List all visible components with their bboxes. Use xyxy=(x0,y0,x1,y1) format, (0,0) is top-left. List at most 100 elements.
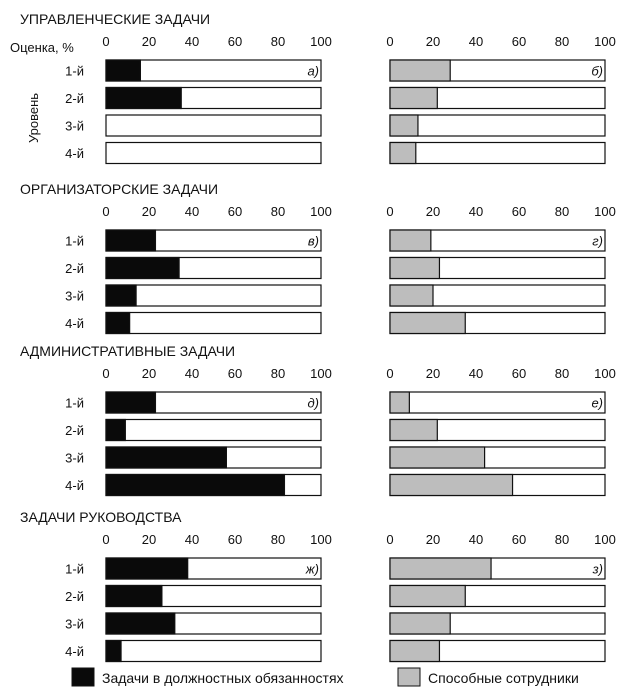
bar xyxy=(389,418,438,442)
x-tick-label: 20 xyxy=(142,204,156,219)
level-label: 1-й xyxy=(65,562,84,577)
bar xyxy=(105,86,182,110)
legend-duties-swatch xyxy=(71,667,95,687)
level-label: 2-й xyxy=(65,91,84,106)
legend: Задачи в должностных обязанностях Способ… xyxy=(71,667,579,687)
chart-section: УПРАВЛЕНЧЕСКИЕ ЗАДАЧИ 0 20 40 60 80 100 1-й 2-й 3… xyxy=(20,11,616,165)
panel-label: з) xyxy=(592,562,603,577)
bar xyxy=(105,584,163,608)
level-label: 4-й xyxy=(65,146,84,161)
bar-track xyxy=(105,311,322,335)
level-label: 4-й xyxy=(65,644,84,659)
legend-duties-label: Задачи в должностных обязанностях xyxy=(102,670,344,686)
x-tick-label: 100 xyxy=(310,204,332,219)
bar xyxy=(105,391,157,414)
section-title: ЗАДАЧИ РУКОВОДСТВА xyxy=(20,509,182,525)
bar xyxy=(105,473,286,497)
x-tick-label: 60 xyxy=(512,366,526,381)
x-tick-label: 100 xyxy=(310,532,332,547)
estimate-axis-label: Оценка, % xyxy=(10,40,74,55)
x-tick-label: 80 xyxy=(555,366,569,381)
x-tick-label: 20 xyxy=(426,366,440,381)
x-tick-label: 60 xyxy=(228,34,242,49)
x-tick-label: 0 xyxy=(102,204,109,219)
x-tick-label: 40 xyxy=(185,532,199,547)
level-label: 1-й xyxy=(65,234,84,249)
bar-track xyxy=(105,141,322,165)
bar xyxy=(389,229,432,252)
x-tick-label: 100 xyxy=(310,34,332,49)
x-tick-label: 40 xyxy=(469,366,483,381)
bar xyxy=(105,284,137,307)
x-tick-label: 40 xyxy=(185,366,199,381)
bar xyxy=(389,284,434,307)
section-title: АДМИНИСТРАТИВНЫЕ ЗАДАЧИ xyxy=(20,343,235,359)
level-label: 3-й xyxy=(65,119,84,134)
chart-section: АДМИНИСТРАТИВНЫЕ ЗАДАЧИ 0 20 40 60 80 100 1-й 2-… xyxy=(20,343,616,497)
x-tick-label: 80 xyxy=(271,366,285,381)
x-tick-label: 0 xyxy=(102,34,109,49)
panel-label: в) xyxy=(308,234,319,249)
x-tick-label: 100 xyxy=(310,366,332,381)
bar xyxy=(389,446,486,469)
level-label: 1-й xyxy=(65,64,84,79)
bar xyxy=(389,639,441,663)
x-tick-label: 80 xyxy=(271,204,285,219)
bar xyxy=(389,584,466,608)
x-tick-label: 40 xyxy=(469,532,483,547)
level-axis-label: Уровень xyxy=(26,93,41,143)
x-tick-label: 0 xyxy=(386,34,393,49)
section-title: УПРАВЛЕНЧЕСКИЕ ЗАДАЧИ xyxy=(20,11,210,27)
x-tick-label: 60 xyxy=(228,204,242,219)
x-tick-label: 20 xyxy=(142,34,156,49)
x-tick-label: 80 xyxy=(271,34,285,49)
level-label: 4-й xyxy=(65,316,84,331)
x-tick-label: 20 xyxy=(426,204,440,219)
bar xyxy=(105,256,180,280)
bar-track xyxy=(105,418,322,442)
x-tick-label: 100 xyxy=(594,532,616,547)
level-label: 3-й xyxy=(65,451,84,466)
bar xyxy=(389,557,492,580)
x-tick-label: 100 xyxy=(594,366,616,381)
legend-capable-swatch xyxy=(397,667,421,687)
bar xyxy=(105,446,228,469)
bar-track xyxy=(389,141,606,165)
x-tick-label: 100 xyxy=(594,34,616,49)
level-label: 3-й xyxy=(65,617,84,632)
bar xyxy=(389,391,410,414)
x-tick-label: 80 xyxy=(271,532,285,547)
x-tick-label: 0 xyxy=(386,204,393,219)
x-tick-label: 60 xyxy=(512,532,526,547)
x-tick-label: 40 xyxy=(185,204,199,219)
level-label: 2-й xyxy=(65,589,84,604)
bar xyxy=(389,86,438,110)
bar xyxy=(105,59,142,82)
x-tick-label: 100 xyxy=(594,204,616,219)
panel-label: е) xyxy=(591,396,603,411)
level-label: 2-й xyxy=(65,423,84,438)
x-tick-label: 40 xyxy=(469,34,483,49)
x-tick-label: 80 xyxy=(555,204,569,219)
panel-label: б) xyxy=(591,64,603,79)
x-tick-label: 40 xyxy=(469,204,483,219)
bar xyxy=(105,311,131,335)
bar-track xyxy=(105,639,322,663)
x-tick-label: 60 xyxy=(512,34,526,49)
bar xyxy=(389,612,451,635)
chart-section: ОРГАНИЗАТОРСКИЕ ЗАДАЧИ 0 20 40 60 80 100 1-й 2-й… xyxy=(20,181,616,335)
x-tick-label: 20 xyxy=(142,532,156,547)
chart-sections: УПРАВЛЕНЧЕСКИЕ ЗАДАЧИ 0 20 40 60 80 100 1-й 2-й 3… xyxy=(20,11,616,663)
x-tick-label: 0 xyxy=(102,366,109,381)
bar xyxy=(105,229,157,252)
section-title: ОРГАНИЗАТОРСКИЕ ЗАДАЧИ xyxy=(20,181,218,197)
panel-label: г) xyxy=(592,234,603,249)
level-label: 4-й xyxy=(65,478,84,493)
bar xyxy=(105,612,176,635)
panel-label: а) xyxy=(307,64,319,79)
level-label: 2-й xyxy=(65,261,84,276)
bar xyxy=(105,639,122,663)
bar-track xyxy=(105,114,322,137)
bar xyxy=(105,557,189,580)
